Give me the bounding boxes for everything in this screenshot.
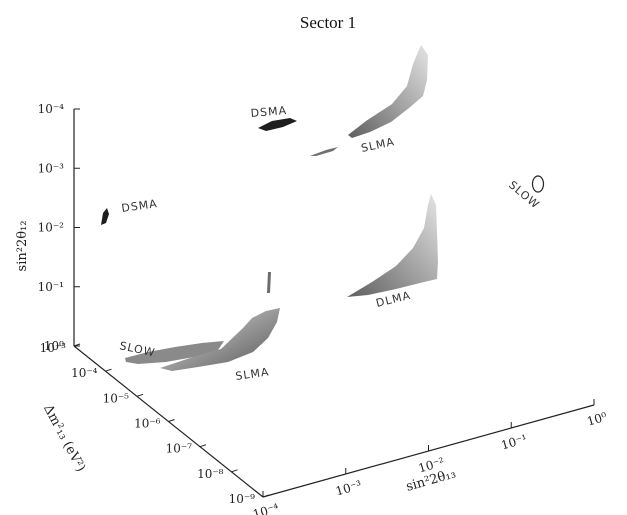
y-tick-mark — [105, 368, 112, 372]
y-axis-ticks: 10⁻³ 10⁻⁴ 10⁻⁵ 10⁻⁶ 10⁻⁷ 10⁻⁸ 10⁻⁹ — [40, 341, 270, 506]
z-tick-label: 10⁻¹ — [38, 280, 64, 294]
region-slma-top-sliver — [310, 147, 338, 156]
region-dsma-top — [258, 118, 297, 131]
region-label-slma-top: SLMA — [360, 135, 396, 155]
y-tick-label: 10⁻⁹ — [229, 492, 256, 506]
y-tick-mark — [136, 393, 144, 397]
y-tick-label: 10⁻⁶ — [134, 417, 161, 431]
z-tick-label: 10⁰ — [44, 339, 64, 353]
region-slow-back — [531, 175, 545, 193]
x-tick-label: 10⁻³ — [334, 478, 363, 499]
region-label-dsma-top: DSMA — [250, 104, 287, 120]
region-sliver-middle — [267, 272, 271, 293]
y-tick-label: 10⁻⁴ — [71, 366, 98, 380]
y-tick-mark — [262, 494, 270, 498]
x-tick-label: 10⁻¹ — [500, 432, 529, 453]
region-slma-bottom — [160, 308, 280, 371]
region-label-slow-back: SLOW — [506, 178, 542, 211]
y-tick-label: 10⁻³ — [40, 341, 67, 355]
region-dlma-middle — [347, 194, 438, 297]
z-tick-label: 10⁻³ — [38, 161, 65, 175]
region-label-dsma-back: DSMA — [121, 197, 159, 215]
region-dsma-back — [101, 208, 109, 225]
y-tick-mark — [168, 419, 175, 422]
region-slow-bottom — [125, 341, 224, 364]
region-label-slma-bottom: SLMA — [235, 365, 271, 383]
x-tick-label: 10⁻⁴ — [251, 501, 280, 515]
z-axis-ticks: 10⁻⁴ 10⁻³ 10⁻² 10⁻¹ 10⁰ — [38, 102, 80, 353]
y-tick-label: 10⁻⁷ — [166, 442, 193, 456]
x-tick-label: 10⁰ — [585, 410, 608, 429]
y-tick-label: 10⁻⁵ — [103, 391, 130, 405]
region-slma-top — [348, 45, 428, 138]
y-tick-mark — [73, 343, 81, 347]
chart-title: Sector 1 — [300, 13, 356, 32]
z-axis-title: sin²2θ₁₂ — [15, 221, 30, 272]
y-axis-title: Δm²₁₃ (eV²) — [40, 402, 88, 474]
z-tick-label: 10⁻² — [38, 221, 65, 235]
y-tick-mark — [199, 444, 207, 448]
y-tick-label: 10⁻⁸ — [197, 467, 224, 481]
z-tick-label: 10⁻⁴ — [38, 102, 65, 116]
y-tick-mark — [231, 469, 238, 473]
